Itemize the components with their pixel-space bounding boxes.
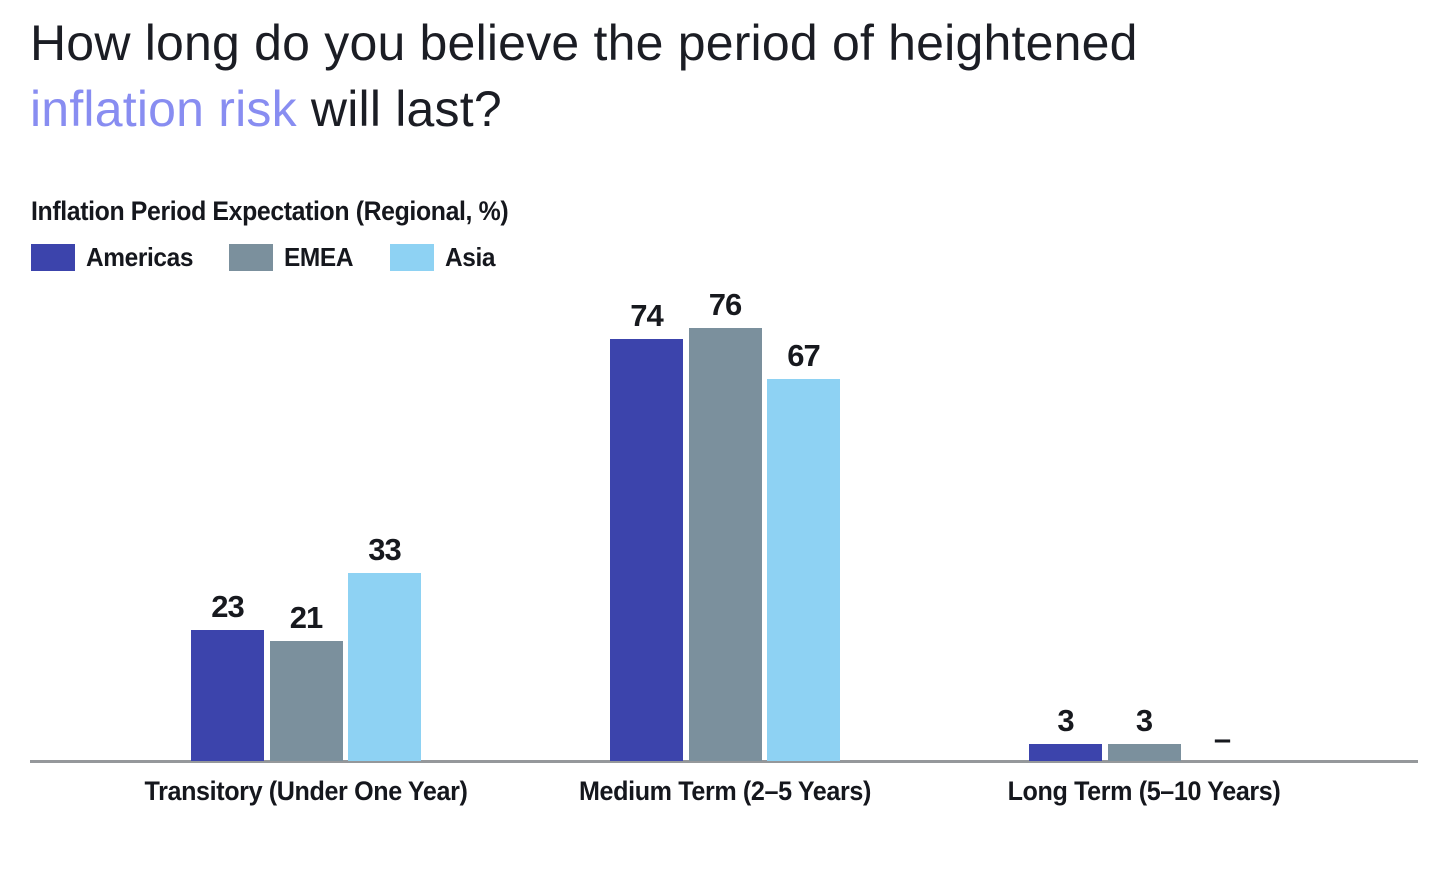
- title-rest-text: will last?: [296, 81, 502, 137]
- value-label-americas-1: 74: [630, 298, 663, 333]
- value-label-asia-missing: –: [1213, 721, 1232, 756]
- category-label-0: Transitory (Under One Year): [144, 776, 468, 806]
- bar-asia-0: [348, 573, 421, 761]
- legend-label-asia: Asia: [445, 242, 496, 272]
- bar-emea-0: [269, 641, 343, 761]
- value-label-emea-2: 3: [1135, 703, 1153, 738]
- title-line1: How long do you believe the period of he…: [30, 15, 1138, 71]
- bar-americas-0: [191, 630, 264, 761]
- value-label-americas-2: 3: [1057, 703, 1074, 738]
- title-accent-text: inflation risk: [30, 81, 297, 137]
- legend-label-emea: EMEA: [284, 242, 354, 272]
- bar-emea-1: [688, 328, 762, 761]
- legend-label-americas: Americas: [86, 242, 194, 272]
- value-label-asia-1: 67: [787, 338, 820, 373]
- legend-swatch-emea: [229, 244, 273, 271]
- legend-item-americas: Americas: [31, 242, 200, 273]
- page-title: How long do you believe the period of he…: [30, 10, 1370, 142]
- chart-title: Inflation Period Expectation (Regional, …: [31, 196, 509, 226]
- value-label-americas-0: 23: [211, 589, 244, 624]
- bar-americas-2: [1029, 744, 1102, 761]
- category-label-1: Medium Term (2–5 Years): [579, 776, 871, 806]
- bar-americas-1: [610, 339, 683, 761]
- bar-asia-1: [767, 379, 840, 761]
- value-label-emea-0: 21: [289, 600, 323, 635]
- title-line2: inflation risk will last?: [30, 76, 1370, 142]
- value-label-emea-1: 76: [708, 287, 742, 322]
- legend-item-emea: EMEA: [229, 242, 358, 273]
- bar-emea-2: [1107, 744, 1181, 761]
- legend-swatch-americas: [31, 244, 75, 271]
- x-axis-line: [30, 760, 1418, 763]
- legend-swatch-asia: [390, 244, 434, 271]
- value-label-asia-0: 33: [368, 532, 401, 567]
- legend-item-asia: Asia: [390, 242, 498, 273]
- category-label-2: Long Term (5–10 Years): [1007, 776, 1281, 806]
